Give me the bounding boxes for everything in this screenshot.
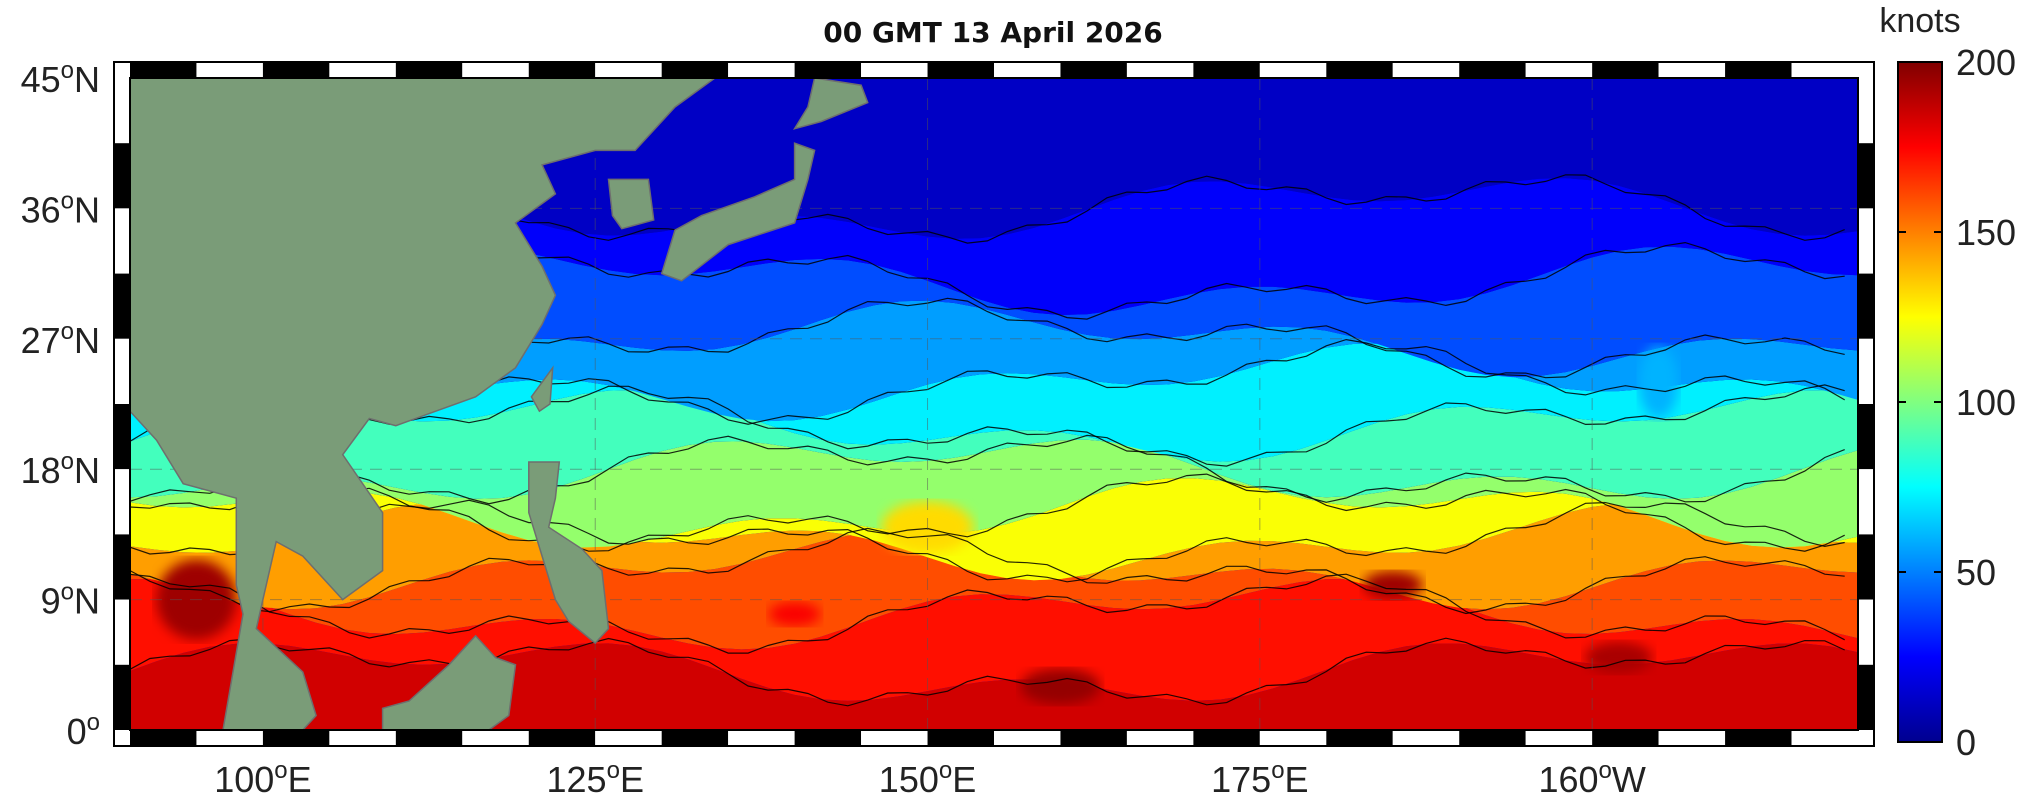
lat-lon-gridlines [130, 78, 1858, 730]
korea-peninsula [607, 178, 655, 230]
colorbar-tick-label: 50 [1956, 552, 1996, 593]
latitude-labels: 45oN 36oN 27oN 18oN 9oN 0o [21, 57, 100, 752]
colorbar-tick-label: 150 [1956, 212, 2016, 253]
landmass [130, 78, 869, 730]
lat-tick-label: 27oN [21, 318, 100, 361]
lon-tick-label: 160oW [1538, 757, 1645, 800]
colorbar-tick-label: 0 [1956, 722, 1976, 763]
philippines [528, 461, 610, 645]
lat-tick-label: 18oN [21, 448, 100, 491]
lon-tick-label: 125oE [547, 757, 644, 800]
lon-tick-label: 150oE [879, 757, 976, 800]
taiwan [530, 365, 554, 413]
colorbar-tick-label: 100 [1956, 382, 2016, 423]
colorbar-tick-label: 200 [1956, 42, 2016, 83]
borneo [381, 634, 517, 730]
map-border [129, 77, 1859, 731]
lon-tick-label: 100oE [214, 757, 311, 800]
lat-tick-label: 9oN [41, 579, 100, 622]
colorbar-unit-label: knots [1879, 2, 1960, 40]
colorbar-ticks: 200 150 100 50 0 [1898, 42, 2016, 763]
lon-tick-label: 175oE [1211, 757, 1308, 800]
japan-honshu [660, 142, 816, 282]
lat-tick-label: 45oN [21, 57, 100, 100]
asia-mainland [130, 78, 717, 730]
map-title: 00 GMT 13 April 2026 [823, 16, 1163, 49]
japan-hokkaido [792, 78, 869, 130]
lat-tick-label: 36oN [21, 187, 100, 230]
lat-tick-label: 0o [67, 709, 100, 752]
longitude-labels: 100oE 125oE 150oE 175oE 160oW [214, 757, 1646, 800]
